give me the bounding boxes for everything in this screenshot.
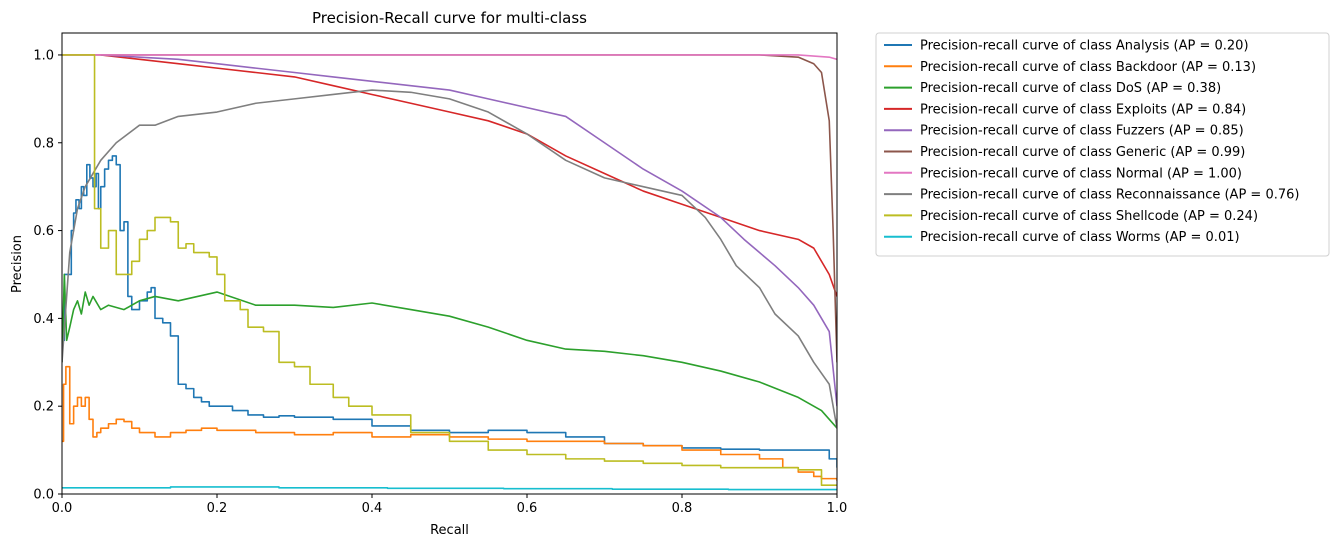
legend-label-7: Precision-recall curve of class Reconnai… bbox=[920, 188, 1299, 203]
x-tick-label: 0.6 bbox=[517, 501, 538, 516]
x-tick-label: 0.2 bbox=[207, 501, 228, 516]
legend-label-4: Precision-recall curve of class Fuzzers … bbox=[920, 124, 1244, 139]
x-tick-label: 0.0 bbox=[52, 501, 73, 516]
series-group bbox=[62, 54, 837, 491]
series-line-4 bbox=[100, 54, 837, 407]
y-axis-label: Precision bbox=[10, 235, 25, 293]
x-tick-label: 0.4 bbox=[362, 501, 383, 516]
legend-label-6: Precision-recall curve of class Normal (… bbox=[920, 166, 1242, 181]
y-tick-label: 0.0 bbox=[33, 488, 54, 503]
series-line-0 bbox=[62, 155, 837, 468]
x-axis-label: Recall bbox=[430, 523, 469, 538]
plot-frame bbox=[61, 32, 838, 495]
legend: Precision-recall curve of class Analysis… bbox=[875, 32, 1330, 257]
series-line-6 bbox=[62, 54, 837, 61]
y-tick-label: 0.4 bbox=[33, 312, 54, 327]
legend-label-1: Precision-recall curve of class Backdoor… bbox=[920, 60, 1256, 75]
series-line-7 bbox=[62, 89, 837, 429]
legend-label-9: Precision-recall curve of class Worms (A… bbox=[920, 230, 1240, 245]
series-line-3 bbox=[100, 54, 837, 297]
legend-label-0: Precision-recall curve of class Analysis… bbox=[920, 39, 1249, 54]
x-tick-label: 0.8 bbox=[672, 501, 693, 516]
chart-title: Precision-Recall curve for multi-class bbox=[312, 9, 587, 27]
series-line-8 bbox=[62, 54, 837, 487]
y-tick-label: 1.0 bbox=[33, 48, 54, 63]
legend-label-3: Precision-recall curve of class Exploits… bbox=[920, 102, 1246, 117]
legend-box bbox=[875, 32, 1330, 257]
legend-label-8: Precision-recall curve of class Shellcod… bbox=[920, 209, 1258, 224]
series-line-9 bbox=[62, 486, 837, 491]
series-line-2 bbox=[62, 273, 837, 429]
plot-area: 0.0 0.2 0.4 0.6 0.8 1.0 0.0 0.2 0.4 0.6 0.8 1.0 bbox=[33, 32, 848, 516]
legend-label-5: Precision-recall curve of class Generic … bbox=[920, 145, 1245, 160]
y-tick-label: 0.2 bbox=[33, 400, 54, 415]
y-tick-label: 0.6 bbox=[33, 224, 54, 239]
series-line-1 bbox=[62, 365, 837, 481]
y-tick-label: 0.8 bbox=[33, 136, 54, 151]
legend-label-2: Precision-recall curve of class DoS (AP … bbox=[920, 81, 1221, 96]
x-tick-label: 1.0 bbox=[827, 501, 848, 516]
